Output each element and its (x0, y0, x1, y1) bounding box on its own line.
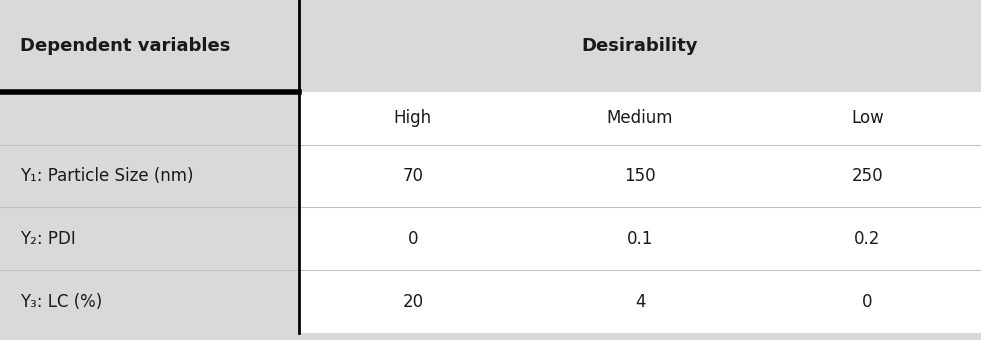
Text: 250: 250 (852, 167, 883, 185)
Text: Low: Low (851, 109, 884, 127)
Text: 150: 150 (624, 167, 656, 185)
Bar (0, 92, 299, 333)
Text: Medium: Medium (607, 109, 673, 127)
Text: 20: 20 (402, 293, 424, 311)
Text: Y₃: LC (%): Y₃: LC (%) (20, 293, 102, 311)
Text: 0.1: 0.1 (627, 230, 653, 248)
Bar (299, 92, 981, 333)
Text: 0: 0 (407, 230, 418, 248)
Text: Y₂: PDI: Y₂: PDI (20, 230, 76, 248)
Text: Dependent variables: Dependent variables (20, 37, 230, 55)
Text: Desirability: Desirability (582, 37, 698, 55)
Text: Y₁: Particle Size (nm): Y₁: Particle Size (nm) (20, 167, 193, 185)
Text: High: High (393, 109, 432, 127)
Text: 0.2: 0.2 (854, 230, 881, 248)
Text: 4: 4 (635, 293, 645, 311)
Text: 70: 70 (402, 167, 424, 185)
Text: 0: 0 (862, 293, 873, 311)
